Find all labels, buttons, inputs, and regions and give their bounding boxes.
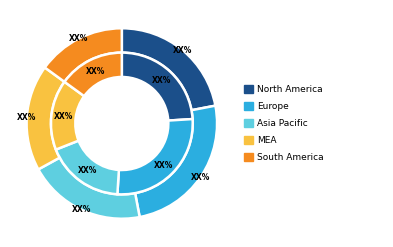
Wedge shape — [39, 158, 140, 219]
Wedge shape — [64, 53, 122, 96]
Wedge shape — [122, 53, 193, 121]
Legend: North America, Europe, Asia Pacific, MEA, South America: North America, Europe, Asia Pacific, MEA… — [240, 82, 328, 165]
Wedge shape — [27, 67, 64, 169]
Text: XX%: XX% — [17, 113, 37, 122]
Wedge shape — [45, 28, 122, 82]
Text: XX%: XX% — [152, 76, 172, 85]
Text: XX%: XX% — [54, 112, 73, 121]
Wedge shape — [122, 28, 215, 110]
Text: XX%: XX% — [86, 67, 105, 76]
Text: XX%: XX% — [154, 161, 173, 169]
Text: XX%: XX% — [69, 34, 88, 43]
Text: XX%: XX% — [191, 173, 210, 182]
Wedge shape — [56, 141, 119, 194]
Text: XX%: XX% — [72, 205, 91, 214]
Text: XX%: XX% — [78, 166, 97, 175]
Wedge shape — [51, 82, 84, 150]
Wedge shape — [118, 119, 193, 194]
Wedge shape — [135, 106, 217, 217]
Text: XX%: XX% — [173, 46, 192, 55]
